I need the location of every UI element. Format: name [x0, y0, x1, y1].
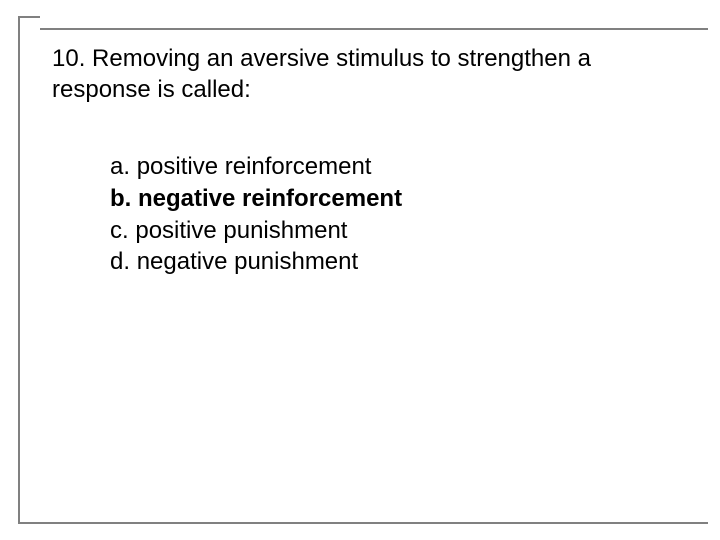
slide-frame: 10. Removing an aversive stimulus to str…	[18, 16, 708, 524]
option-c-letter: c.	[110, 217, 129, 244]
option-a-text: positive reinforcement	[137, 153, 372, 180]
option-d-text: negative punishment	[137, 248, 358, 275]
option-d: d. negative punishment	[110, 246, 688, 278]
options-list: a. positive reinforcement b. negative re…	[110, 151, 688, 278]
frame-top-left-segment	[18, 16, 40, 18]
option-c: c. positive punishment	[110, 215, 688, 247]
question-number: 10.	[52, 45, 85, 72]
option-d-letter: d.	[110, 248, 130, 275]
frame-left-segment	[18, 16, 20, 524]
frame-top-right-segment	[40, 28, 708, 30]
option-b-text: negative reinforcement	[138, 185, 402, 212]
option-b-letter: b.	[110, 185, 131, 212]
option-c-text: positive punishment	[135, 217, 347, 244]
option-a-letter: a.	[110, 153, 130, 180]
frame-bottom-segment	[18, 522, 708, 524]
question-body: Removing an aversive stimulus to strengt…	[52, 45, 591, 103]
option-a: a. positive reinforcement	[110, 151, 688, 183]
question-text: 10. Removing an aversive stimulus to str…	[52, 44, 688, 105]
option-b: b. negative reinforcement	[110, 183, 688, 215]
content-area: 10. Removing an aversive stimulus to str…	[52, 44, 688, 278]
